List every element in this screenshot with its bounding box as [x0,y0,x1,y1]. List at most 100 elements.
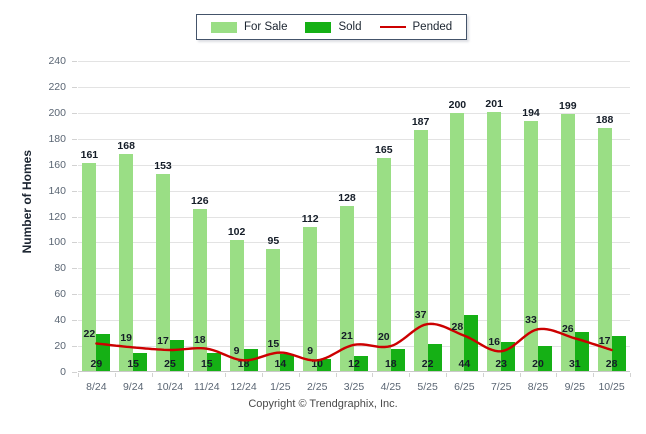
sold-data-label: 29 [90,358,103,370]
gridline [78,86,630,88]
bar-sold[interactable] [464,314,479,372]
y-axis-tick-label: 180 [48,132,66,145]
x-axis-tick-mark [409,373,411,377]
y-axis-tick-mark [72,346,77,348]
bar-for-sale[interactable] [266,248,281,372]
for-sale-data-label: 102 [227,225,246,238]
bar-for-sale[interactable] [487,111,502,372]
x-axis-tick-mark [556,373,558,377]
bar-for-sale[interactable] [597,128,612,372]
for-sale-data-label: 153 [154,159,172,172]
gridline [78,138,630,140]
sold-data-label: 18 [237,358,250,370]
x-axis-tick-mark [593,373,595,377]
sold-data-label: 28 [605,358,618,370]
pended-data-label: 19 [120,332,133,345]
legend-item-for-sale[interactable]: For Sale [211,21,287,33]
x-axis-tick-mark [151,373,153,377]
bar-for-sale[interactable] [156,173,170,372]
x-axis-tick-mark [519,373,521,377]
axis-baseline [78,371,630,372]
y-axis-tick-label: 200 [48,106,66,119]
gridline [78,61,630,62]
bar-for-sale[interactable] [413,129,428,372]
bar-sold[interactable] [354,356,368,372]
y-axis-tick-label: 0 [60,366,66,378]
x-axis-tick-mark [372,373,374,377]
gridline [78,294,630,296]
legend-item-sold[interactable]: Sold [305,21,362,33]
y-axis-tick-label: 20 [54,340,66,353]
for-sale-data-label: 165 [375,144,393,157]
sold-data-label: 15 [200,358,213,370]
y-axis-tick-mark [72,372,77,373]
bar-for-sale[interactable] [119,154,134,372]
pended-data-label: 18 [193,333,206,346]
square-swatch-icon [211,21,237,33]
pended-data-label: 20 [377,331,390,344]
bar-sold[interactable] [538,346,552,372]
bar-for-sale[interactable] [560,114,575,372]
bar-sold[interactable] [611,335,626,372]
x-axis-tick-label: 10/25 [598,381,625,393]
pended-data-label: 37 [414,309,427,322]
x-axis-tick-mark [482,373,484,377]
x-axis-tick-mark [188,373,190,377]
y-axis-tick-mark [72,86,77,88]
bar-sold[interactable] [427,343,442,372]
sold-data-label: 44 [458,358,471,370]
for-sale-data-label: 128 [338,192,356,205]
square-swatch-icon [305,21,332,33]
y-axis-tick-mark [72,61,77,62]
legend-label: Pended [412,21,453,33]
for-sale-data-label: 168 [117,140,135,153]
x-axis-tick-mark [298,373,300,377]
pended-data-label: 33 [525,314,537,327]
pended-data-label: 26 [561,323,574,336]
y-axis-tick-label: 240 [48,55,66,67]
pended-data-label: 22 [83,328,96,341]
y-axis-tick-label: 220 [48,80,66,93]
y-axis-tick-mark [72,216,77,218]
pended-data-label: 15 [267,337,280,350]
x-axis-tick-label: 11/24 [194,381,220,393]
bar-for-sale[interactable] [524,120,538,372]
bar-for-sale[interactable] [229,239,244,372]
y-axis-tick-label: 140 [48,184,66,197]
bar-sold[interactable] [133,352,148,372]
sold-data-label: 25 [164,358,176,370]
y-axis-tick-label: 60 [54,288,66,301]
plot-area: 161 29 168 15 153 25 126 15 102 18 95 14 112 10 128 12 1… [78,61,630,372]
x-axis-tick-mark [446,373,447,377]
gridline [78,242,630,244]
x-axis-tick-label: 4/25 [380,381,402,393]
bar-sold[interactable] [206,352,221,372]
x-axis-tick-label: 9/25 [564,381,586,393]
legend-item-pended[interactable]: Pended [379,21,453,33]
for-sale-data-label: 199 [559,100,577,113]
y-axis-tick-mark [72,320,77,322]
sold-data-label: 31 [568,358,581,370]
gridline [78,346,630,348]
gridline [78,164,630,166]
for-sale-data-label: 126 [191,194,209,207]
x-axis-tick-label: 2/25 [306,381,328,393]
bar-sold[interactable] [390,348,405,372]
bar-for-sale[interactable] [192,208,207,372]
sold-data-label: 20 [532,358,544,370]
x-axis-tick-label: 8/24 [86,381,107,393]
bar-sold[interactable] [317,359,332,372]
y-axis-tick-mark [72,164,77,166]
y-axis-tick-mark [72,138,77,140]
bar-for-sale[interactable] [450,112,465,372]
bar-for-sale[interactable] [82,163,97,372]
bar-for-sale[interactable] [340,206,354,372]
bar-sold[interactable] [280,353,295,372]
y-axis-tick-label: 80 [54,262,66,275]
pended-data-label: 17 [157,334,169,347]
bar-for-sale[interactable] [303,226,318,372]
bar-for-sale[interactable] [376,158,391,372]
x-axis-tick-label: 5/25 [417,381,438,393]
bar-sold[interactable] [170,339,184,372]
